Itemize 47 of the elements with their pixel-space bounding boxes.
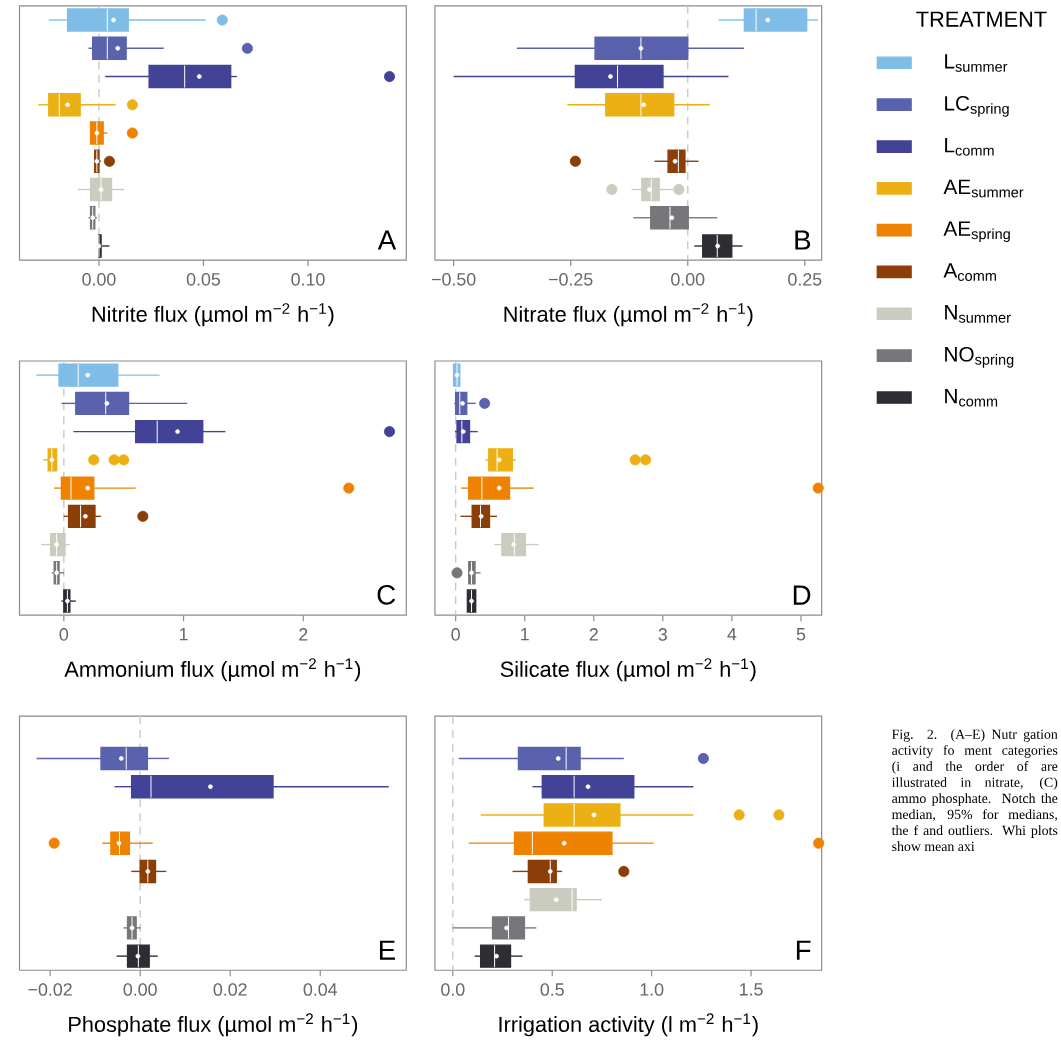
annotation: F [796,940,811,960]
x-tick-label: −0.02 [28,982,72,996]
x-tick-label: 0.10 [291,272,325,286]
x-tick-label: 0.04 [303,982,338,996]
x-tick-label: 1 [179,627,188,641]
x-tick-label: −0.25 [549,272,593,286]
x-tick-label: 0.05 [186,272,221,286]
x-tick-label: 0.00 [82,272,116,286]
x-tick-label: 5 [796,627,806,641]
x-tick-label: 3 [658,627,667,641]
legend-label: N$_{summer}$ [945,304,1011,323]
legend-label: NO$_{spring}$ [945,346,1014,368]
legend-label: A$_{comm}$ [943,263,996,281]
x-axis-title: Ammonium flux (µmol m$^{−2}$ h$^{−1}$) [64,658,361,682]
x-tick-label: 0.02 [213,982,247,996]
legend-label: AE$_{spring}$ [943,221,1010,242]
x-tick-label: 1 [521,627,529,641]
x-tick-label: 0 [59,627,69,641]
x-tick-label: 2 [299,627,308,641]
x-tick-label: 4 [727,627,737,641]
x-tick-label: −0.50 [432,272,476,286]
caption: Fig. 2. (A–E) Nutr gation activity fo ment categories (i and the order of are illustrated in nitrate, (C) ammo phosphate. Notch the median, 95% for medians, the f and outliers. Whi plots show mean axi [891,728,1058,851]
x-tick-label: 0.25 [788,272,822,286]
legend-label: LC$_{spring}$ [945,95,1009,117]
annotation: A [377,230,397,250]
x-tick-label: 0 [451,627,460,641]
legend-label: N$_{comm}$ [945,388,998,407]
x-tick-label: 1.5 [740,982,763,996]
legend-label: L$_{comm}$ [945,137,994,156]
x-tick-label: 0.0 [441,982,465,996]
x-tick-label: 0.00 [671,272,705,286]
x-axis-title: Nitrate flux (µmol m$^{−2}$ h$^{−1}$) [504,302,753,326]
x-tick-label: 0.00 [123,982,157,996]
x-tick-label: 0.5 [540,982,564,996]
annotation: E [379,940,395,960]
x-axis-title: Silicate flux (µmol m$^{−2}$ h$^{−1}$) [500,658,756,682]
legend-label: L$_{summer}$ [945,53,1008,72]
x-axis-title: Phosphate flux (µmol m$^{−2}$ h$^{−1}$) [69,1013,358,1037]
legend-label: AE$_{summer}$ [943,179,1024,198]
annotation: B [795,230,811,250]
x-tick-label: 1.0 [640,982,664,996]
annotation: C [377,584,396,605]
x-axis-title: Irrigation activity (l m$^{−2}$ h$^{−1}$) [499,1013,758,1037]
x-tick-label: 2 [589,627,598,641]
annotation: D [793,585,811,605]
legend-title: TREATMENT [916,11,1047,27]
x-axis-title: Nitrite flux (µmol m$^{−2}$ h$^{−1}$) [92,302,334,326]
